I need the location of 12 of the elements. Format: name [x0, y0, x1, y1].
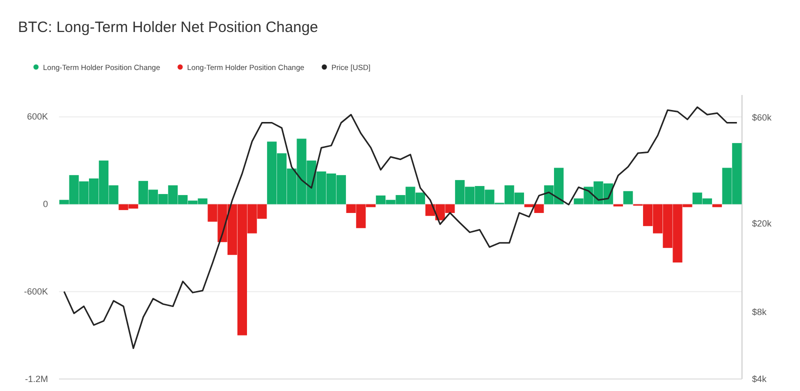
y-tick-label: 0 — [42, 199, 48, 210]
y2-tick-label: $8k — [752, 307, 768, 318]
bar — [712, 204, 722, 208]
y-tick-label: 600K — [26, 112, 48, 122]
line-series — [63, 106, 738, 350]
chart-title: BTC: Long-Term Holder Net Position Change — [18, 19, 318, 36]
y2-tick-label: $60k — [752, 112, 772, 123]
y-tick-label: -600K — [24, 286, 48, 296]
bar — [623, 191, 633, 204]
y2-tick-label: $20k — [752, 218, 772, 229]
y-tick-label: -1.2M — [24, 374, 48, 384]
y2-tick-label: $4k — [752, 374, 768, 384]
